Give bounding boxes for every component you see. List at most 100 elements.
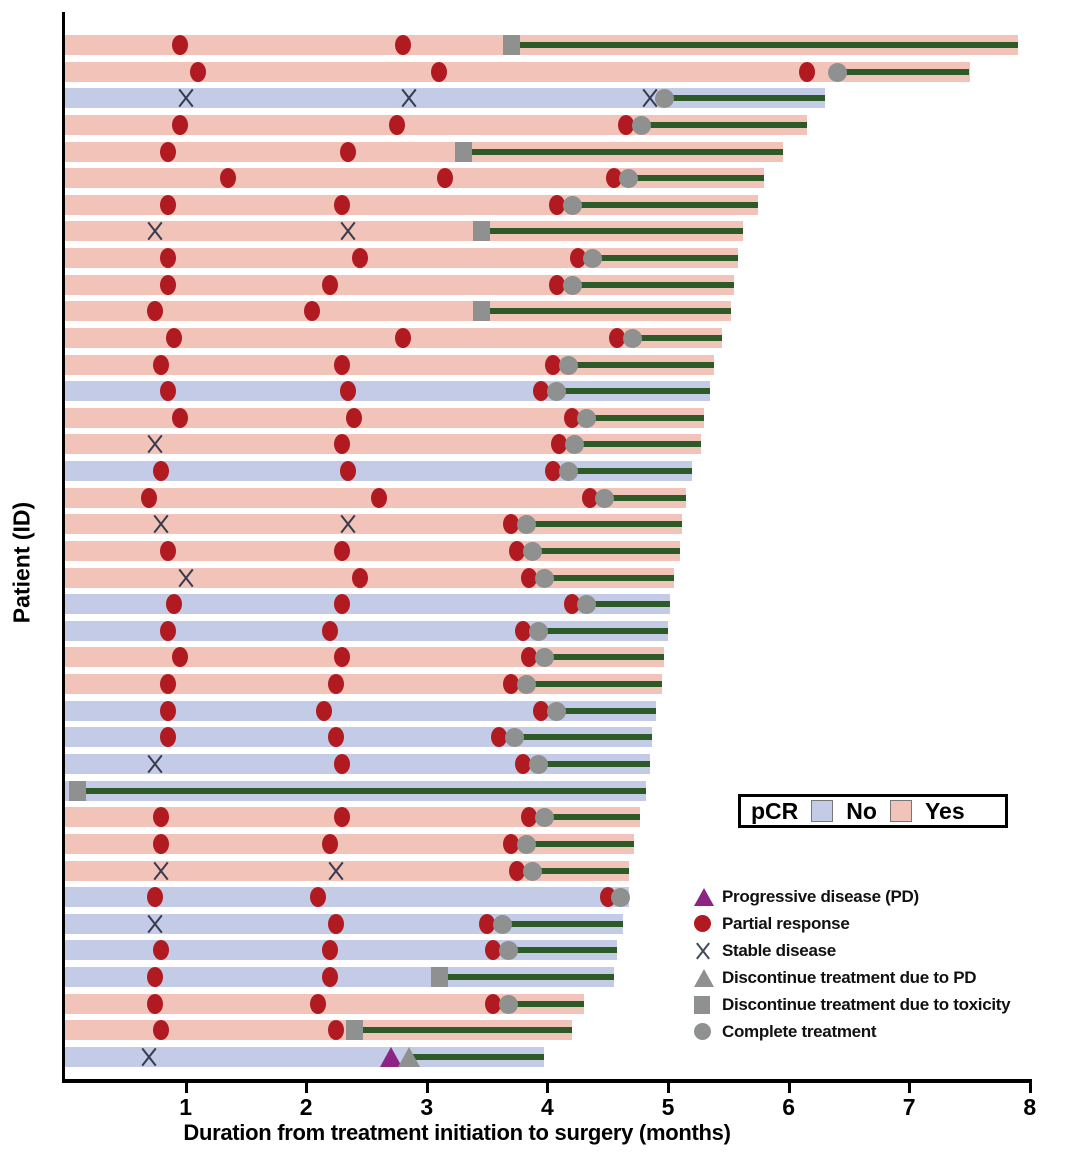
marker-partial-response-icon (352, 248, 369, 269)
marker-complete-treatment-icon (516, 515, 536, 535)
x-axis-line (62, 1079, 1032, 1083)
marker-partial-response-icon (159, 274, 176, 295)
marker-partial-response-icon (153, 354, 170, 375)
marker-complete-treatment-icon (564, 435, 584, 455)
marker-partial-response-icon (515, 620, 532, 641)
marker-partial-response-icon (153, 461, 170, 482)
x-axis-tick-label: 2 (299, 1094, 313, 1120)
x-axis-tick (184, 1083, 188, 1093)
post-treatment-line (836, 68, 970, 75)
post-treatment-line (592, 255, 738, 262)
marker-partial-response-icon (370, 487, 387, 508)
marker-partial-response-icon (316, 700, 333, 721)
y-axis-line (62, 12, 65, 1083)
marker-partial-response-icon (322, 620, 339, 641)
patient-bar (65, 301, 731, 322)
marker-legend-label: Stable disease (722, 940, 836, 960)
marker-partial-response-icon (159, 248, 176, 269)
marker-complete-treatment-icon (558, 462, 578, 482)
marker-legend-item: Discontinue treatment due to PD (694, 966, 1010, 989)
marker-partial-response-icon (159, 674, 176, 695)
marker-complete-treatment-icon (528, 755, 548, 774)
circle-icon (694, 915, 722, 932)
marker-partial-response-icon (388, 114, 405, 135)
marker-partial-response-icon (394, 35, 411, 55)
patient-bar (65, 700, 656, 721)
marker-partial-response-icon (171, 647, 188, 668)
marker-stable-disease-icon (139, 1046, 159, 1068)
marker-complete-treatment-icon (655, 89, 675, 109)
post-treatment-line (525, 681, 662, 688)
marker-complete-treatment-icon (534, 568, 554, 588)
patient-bar (65, 940, 618, 961)
marker-complete-treatment-icon (546, 382, 566, 402)
post-treatment-line (571, 281, 735, 288)
post-treatment-line (543, 574, 675, 581)
marker-legend-item: Partial response (694, 912, 1010, 935)
marker-partial-response-icon (545, 461, 562, 482)
marker-partial-response-icon (334, 434, 351, 455)
marker-discontinue-toxicity-icon (454, 141, 472, 162)
marker-complete-treatment-icon (516, 834, 536, 854)
marker-partial-response-icon (159, 727, 176, 748)
marker-complete-treatment-icon (498, 941, 518, 961)
post-treatment-line (525, 840, 635, 847)
marker-complete-treatment-icon (583, 249, 603, 269)
post-treatment-line (531, 547, 681, 554)
post-treatment-line (462, 148, 783, 155)
marker-partial-response-icon (430, 61, 447, 82)
marker-partial-response-icon (515, 754, 532, 774)
marker-partial-response-icon (334, 594, 351, 615)
patient-bar (65, 61, 970, 82)
x-axis-tick (305, 1083, 309, 1093)
patient-bar (65, 754, 650, 774)
patient-bar (65, 141, 783, 162)
marker-stable-disease-icon (338, 220, 358, 242)
x-axis-tick (667, 1083, 670, 1093)
marker-partial-response-icon (334, 540, 351, 561)
post-treatment-line (543, 654, 665, 661)
marker-partial-response-icon (328, 727, 345, 748)
marker-partial-response-icon (509, 540, 526, 561)
pcr-no-label: No (846, 797, 877, 824)
circle-icon (694, 1023, 722, 1040)
post-treatment-line (604, 494, 687, 501)
x-axis-tick-label: 5 (661, 1094, 675, 1120)
patient-bar (65, 461, 693, 482)
patient-bar (65, 807, 641, 828)
marker-partial-response-icon (147, 301, 164, 322)
marker-partial-response-icon (521, 647, 538, 668)
marker-legend-item: Stable disease (694, 939, 1010, 962)
patient-bar (65, 887, 630, 908)
marker-complete-treatment-icon (534, 648, 554, 668)
marker-complete-treatment-icon (576, 595, 596, 615)
marker-complete-treatment-icon (546, 701, 566, 721)
post-treatment-line (537, 627, 668, 634)
marker-complete-treatment-icon (522, 861, 542, 881)
post-treatment-line (585, 414, 705, 421)
patient-bar (65, 647, 665, 668)
marker-partial-response-icon (798, 61, 815, 82)
marker-stable-disease-icon (145, 220, 165, 242)
pcr-yes-swatch-icon (889, 800, 912, 822)
marker-stable-disease-icon (176, 87, 196, 109)
marker-partial-response-icon (549, 274, 566, 295)
marker-partial-response-icon (609, 327, 626, 348)
marker-partial-response-icon (394, 327, 411, 348)
marker-partial-response-icon (328, 1020, 345, 1041)
marker-partial-response-icon (551, 434, 568, 455)
marker-stable-disease-icon (326, 860, 346, 882)
marker-discontinue-toxicity-icon (346, 1020, 364, 1041)
marker-complete-treatment-icon (558, 355, 578, 375)
marker-partial-response-icon (171, 35, 188, 55)
marker-partial-response-icon (340, 381, 357, 402)
post-treatment-line (567, 468, 693, 475)
x-axis-tick (787, 1083, 791, 1093)
x-axis-tick (425, 1083, 429, 1093)
marker-partial-response-icon (581, 487, 598, 508)
x-axis-tick (546, 1083, 550, 1093)
marker-complete-treatment-icon (528, 621, 548, 641)
post-treatment-line (543, 814, 641, 821)
